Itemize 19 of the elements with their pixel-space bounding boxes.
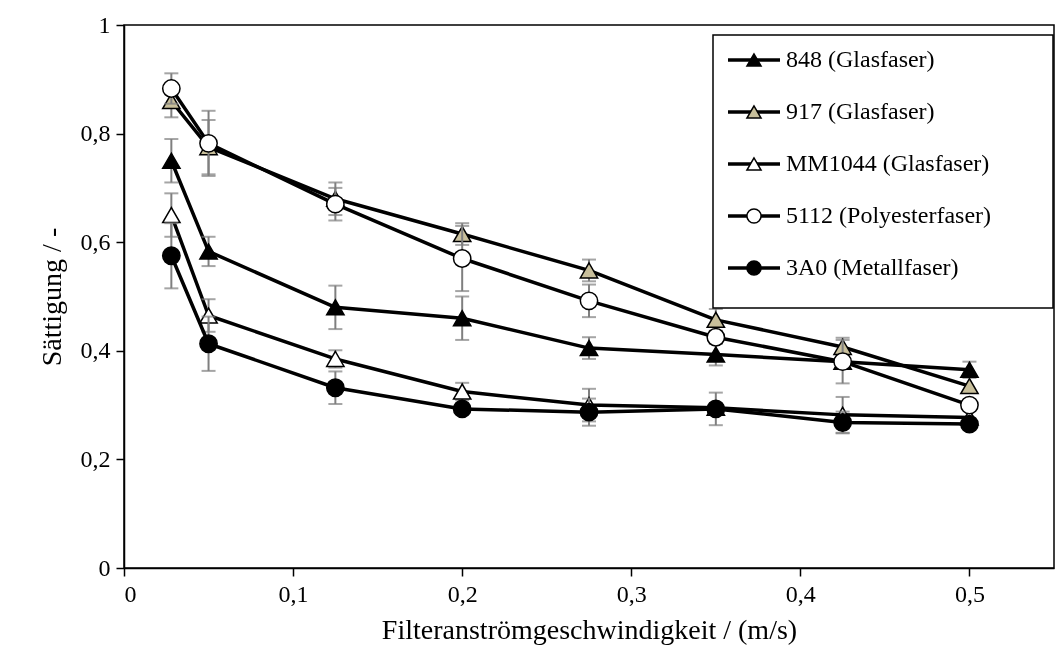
legend-label: MM1044 (Glasfaser) xyxy=(786,150,990,176)
y-axis-title: Sättigung / - xyxy=(35,227,67,367)
legend-label: 917 (Glasfaser) xyxy=(786,98,935,124)
x-tick-label: 0,3 xyxy=(616,580,647,607)
x-tick-label: 0 xyxy=(124,580,137,607)
legend-label: 5112 (Polyesterfaser) xyxy=(786,202,992,228)
x-tick-label: 0,2 xyxy=(447,580,478,607)
y-tick-label: 1 xyxy=(98,11,111,38)
x-tick-label: 0,1 xyxy=(278,580,309,607)
x-tick-label: 0,5 xyxy=(954,580,985,607)
legend-label: 3A0 (Metallfaser) xyxy=(786,254,959,280)
x-axis-title: Filteranströmgeschwindigkeit / (m/s) xyxy=(381,613,798,645)
y-tick-label: 0,2 xyxy=(80,445,111,472)
x-tick-label: 0,4 xyxy=(785,580,816,607)
y-tick-label: 0 xyxy=(98,554,111,581)
legend-label: 848 (Glasfaser) xyxy=(786,46,935,72)
y-tick-label: 0,6 xyxy=(80,228,111,255)
y-tick-label: 0,8 xyxy=(80,120,111,147)
y-tick-label: 0,4 xyxy=(80,337,111,364)
